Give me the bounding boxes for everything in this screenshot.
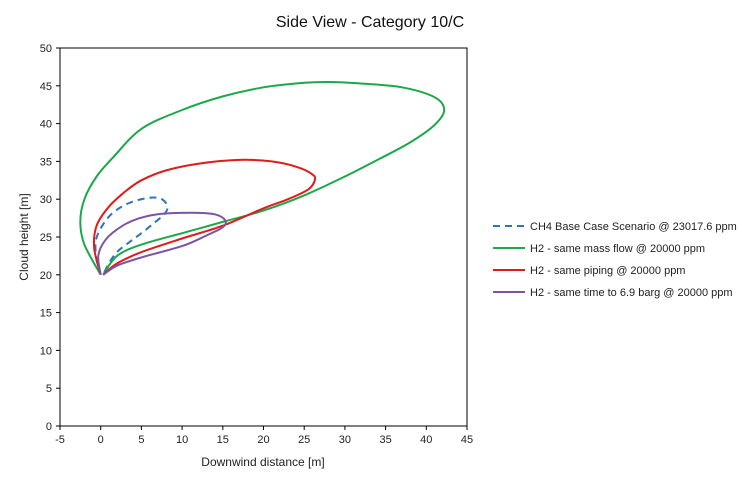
x-tick-label: 10 [176, 434, 188, 446]
series-line-1 [94, 196, 169, 276]
x-tick-label: 25 [298, 434, 310, 446]
legend-label-2: H2 - same mass flow @ 20000 ppm [530, 243, 705, 255]
y-tick-label: 5 [46, 383, 52, 395]
x-tick-label: 5 [138, 434, 144, 446]
series-line-2 [79, 80, 446, 276]
y-tick-label: 0 [46, 421, 52, 433]
y-axis-ticks: 0 5 10 15 20 25 30 35 40 45 50 [40, 43, 60, 433]
y-tick-label: 15 [40, 308, 52, 320]
x-tick-label: 15 [217, 434, 229, 446]
x-tick-label: 0 [98, 434, 104, 446]
y-axis-title: Cloud height [m] [17, 193, 31, 280]
y-tick-label: 20 [40, 270, 52, 282]
y-tick-label: 40 [40, 119, 52, 131]
x-axis-ticks: -5 0 5 10 15 20 25 30 35 40 45 [55, 426, 473, 446]
x-tick-label: 40 [420, 434, 432, 446]
legend: CH4 Base Case Scenario @ 23017.6 ppm H2 -… [493, 221, 737, 299]
chart-title: Side View - Category 10/C [276, 14, 464, 31]
legend-label-4: H2 - same time to 6.9 barg @ 20000 ppm [530, 287, 733, 299]
x-tick-label: -5 [55, 434, 65, 446]
y-tick-label: 10 [40, 345, 52, 357]
y-tick-label: 35 [40, 156, 52, 168]
x-tick-label: 45 [461, 434, 473, 446]
x-tick-label: 20 [257, 434, 269, 446]
y-tick-label: 50 [40, 43, 52, 55]
y-tick-label: 25 [40, 232, 52, 244]
y-tick-label: 45 [40, 81, 52, 93]
legend-label-1: CH4 Base Case Scenario @ 23017.6 ppm [530, 221, 737, 233]
x-tick-label: 30 [339, 434, 351, 446]
series-line-3 [92, 158, 317, 276]
series-line-4 [97, 211, 227, 276]
x-tick-label: 35 [379, 434, 391, 446]
legend-label-3: H2 - same piping @ 20000 ppm [530, 265, 685, 277]
y-tick-label: 30 [40, 194, 52, 206]
x-axis-title: Downwind distance [m] [201, 455, 324, 469]
series-group [79, 80, 446, 276]
plot-area-border [59, 47, 468, 427]
